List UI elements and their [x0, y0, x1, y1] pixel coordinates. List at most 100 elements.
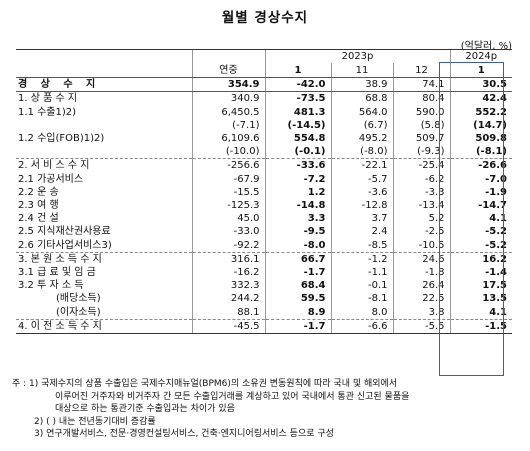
header-row-years: 2023p 2024p [16, 49, 512, 64]
cell: 5.2 [392, 212, 450, 226]
cell: -13.4 [392, 199, 450, 213]
table-row: 1.1 수출1)2) 6,450.5 481.3 564.0 590.0 552… [16, 105, 512, 119]
cell: -5.5 [392, 318, 450, 335]
cell: -73.5 [264, 91, 331, 106]
year-2024-header: 2024p [449, 49, 512, 64]
row-label: 3. 본 원 소 득 수 지 [16, 251, 192, 267]
cell: -7.0 [449, 172, 512, 186]
cell: 6,109.6 [191, 132, 265, 146]
table-row: 3.2 투 자 소 득 332.3 68.4 -0.1 26.4 17.5 [16, 279, 512, 293]
cell: -92.2 [191, 238, 265, 253]
cell: -22.1 [330, 158, 393, 173]
cell: (-7.1) [191, 118, 265, 133]
cell: -1.1 [330, 266, 393, 280]
table-row: 2.6 기타사업서비스3) -92.2 -8.0 -8.5 -10.5 -5.2 [16, 238, 512, 253]
table-row: 2.5 지식재산권사용료 -33.0 -9.5 2.4 -2.5 -5.2 [16, 225, 512, 239]
month-header-2023-12: 12 [392, 63, 450, 79]
cell: -16.2 [191, 266, 265, 280]
cell: -45.5 [191, 318, 265, 335]
cell: -33.0 [191, 225, 265, 239]
cell: -1.7 [264, 318, 331, 335]
cell: 509.8 [449, 132, 512, 146]
table-row: 3.1 급 료 및 임 금 -16.2 -1.7 -1.1 -1.8 -1.4 [16, 266, 512, 280]
table-row: 1.2 수입(FOB)1)2) 6,109.6 554.8 495.2 509.… [16, 132, 512, 146]
cell: (6.7) [330, 118, 393, 133]
cell: 554.8 [264, 132, 331, 146]
cell: 45.0 [191, 212, 265, 226]
current-account-table: 2023p 2024p 연중 1 11 12 1 경 상 수 지 354.9 -… [16, 49, 512, 335]
footnote-2: 2) ( ) 내는 전년동기대비 증감률 [34, 416, 156, 427]
footnote-1-line3: 대상으로 하는 통관기준 수출입과는 차이가 있음 [55, 404, 235, 414]
cell: -14.8 [264, 199, 331, 213]
table-row: 2. 서 비 스 수 지 -256.6 -33.6 -22.1 -25.4 -2… [16, 158, 512, 173]
cell: 332.3 [191, 279, 265, 293]
cell: 495.2 [330, 132, 393, 146]
cell: (-14.5) [264, 118, 331, 133]
cell: 17.5 [449, 279, 512, 293]
row-label: 2. 서 비 스 수 지 [16, 158, 192, 173]
row-label: 2.1 가공서비스 [18, 173, 84, 185]
cell: -26.6 [449, 158, 512, 173]
cell: -0.1 [330, 279, 393, 293]
row-label: 3.2 투 자 소 득 [18, 280, 84, 292]
row-label: 2.2 운 송 [18, 186, 59, 198]
cell: -6.2 [392, 172, 450, 186]
cell: (-0.1) [264, 145, 331, 159]
annual-header: 연중 [191, 63, 265, 79]
cell: 564.0 [330, 105, 393, 119]
cell: (14.7) [449, 118, 512, 133]
cell: -3.6 [330, 185, 393, 200]
cell: 244.2 [191, 292, 265, 306]
cell: 26.4 [392, 279, 450, 293]
cell: 1.2 [264, 185, 331, 200]
cell: 30.5 [449, 77, 512, 93]
cell: -8.5 [330, 238, 393, 253]
row-label: 2.5 지식재산권사용료 [18, 226, 111, 238]
cell: -256.6 [191, 158, 265, 173]
cell: -25.4 [392, 158, 450, 173]
cell: -7.2 [264, 172, 331, 186]
cell: -1.2 [330, 251, 393, 267]
cell: 4.1 [449, 212, 512, 226]
cell: 80.4 [392, 91, 450, 106]
table-row: 1. 상 품 수 지 340.9 -73.5 68.8 80.4 42.4 [16, 91, 512, 106]
cell: 509.7 [392, 132, 450, 146]
cell: 13.5 [449, 292, 512, 306]
row-label: 2.3 여 행 [18, 200, 59, 212]
cell: (-8.1) [449, 145, 512, 159]
header-row-periods: 연중 1 11 12 1 [16, 63, 512, 79]
cell: -1.7 [264, 266, 331, 280]
cell: 6,450.5 [191, 105, 265, 119]
cell: -67.9 [191, 172, 265, 186]
row-label: 1.2 수입(FOB)1)2) [18, 133, 105, 145]
cell: -5.2 [449, 225, 512, 239]
month-header-2023-1: 1 [264, 63, 331, 79]
cell: -8.1 [330, 292, 393, 306]
cell: 552.2 [449, 105, 512, 119]
cell: 3.3 [264, 212, 331, 226]
cell: -10.5 [392, 238, 450, 253]
table-row: 4. 이 전 소 득 수 지 -45.5 -1.7 -6.6 -5.5 -1.5 [16, 318, 512, 335]
table-row: (이자소득) 88.1 8.9 8.0 3.8 4.1 [16, 305, 512, 320]
table-row: (-7.1) (-14.5) (6.7) (5.8) (14.7) [16, 118, 512, 133]
month-header-2024-1: 1 [449, 63, 512, 79]
footnote-1: 주 : 1) 국제수지의 상품 수출입은 국제수지매뉴얼(BPM6)의 소유권 … [12, 378, 409, 391]
cell: -14.7 [449, 199, 512, 213]
cell: -5.2 [449, 238, 512, 253]
cell: -1.5 [449, 318, 512, 335]
row-label: (이자소득) [56, 306, 101, 318]
cell: 22.5 [392, 292, 450, 306]
cell: 3.7 [330, 212, 393, 226]
row-label: 1.1 수출1)2) [18, 106, 77, 118]
month-header-2023-11: 11 [330, 63, 393, 79]
row-label: 경 상 수 지 [16, 77, 192, 93]
cell: 42.4 [449, 91, 512, 106]
cell: -125.3 [191, 199, 265, 213]
cell: -9.5 [264, 225, 331, 239]
table-row: (-10.0) (-0.1) (-8.0) (-9.3) (-8.1) [16, 145, 512, 159]
cell: 3.8 [392, 305, 450, 320]
table-row: 3. 본 원 소 득 수 지 316.1 66.7 -1.2 24.6 16.2 [16, 251, 512, 267]
cell: 88.1 [191, 305, 265, 320]
cell: 590.0 [392, 105, 450, 119]
table-row: 2.4 건 설 45.0 3.3 3.7 5.2 4.1 [16, 212, 512, 226]
